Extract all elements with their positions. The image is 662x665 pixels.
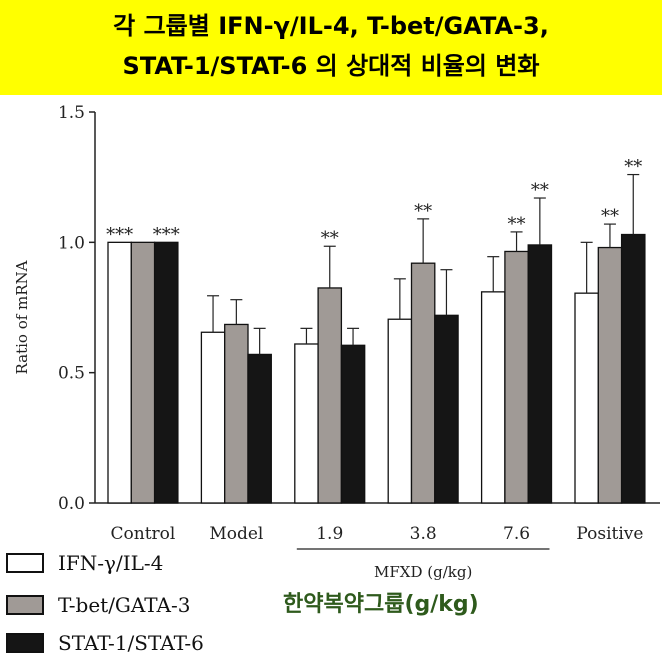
legend-label-tbet-gata3: T-bet/GATA-3 (58, 593, 191, 617)
x-tick-label: Control (111, 524, 176, 544)
y-tick-label: 1.0 (58, 233, 85, 253)
significance-1-5: ** (601, 206, 619, 227)
bar-2-3 (434, 314, 459, 504)
bar-2-2 (340, 344, 366, 504)
bar-0-2 (294, 343, 319, 504)
significance-1-2: ** (321, 228, 339, 249)
x-tick-label: 7.6 (503, 524, 530, 544)
bar-1-0 (130, 241, 156, 504)
bar-2-4 (527, 244, 553, 504)
bar-1-5 (597, 246, 623, 504)
legend-label-stat1-stat6: STAT-1/STAT-6 (58, 631, 204, 655)
herbal-group-label: 한약복약그룹(g/kg) (283, 592, 479, 617)
bar-0-3 (387, 318, 413, 504)
bar-1-3 (410, 262, 436, 504)
x-tick-label: Model (209, 524, 263, 544)
bar-0-4 (480, 291, 506, 504)
title-banner: 각 그룹별 IFN-γ/IL-4, T-bet/GATA-3, STAT-1/S… (0, 0, 662, 95)
legend-swatch-stat1-stat6 (6, 633, 44, 653)
legend-label-ifn-il4: IFN-γ/IL-4 (58, 551, 164, 575)
bar-1-4 (504, 250, 529, 504)
significance-2-4: ** (531, 180, 549, 201)
bar-2-5 (620, 233, 646, 504)
legend-item-ifn-il4: IFN-γ/IL-4 (6, 550, 326, 576)
bar-0-5 (574, 292, 599, 504)
bar-1-1 (224, 323, 249, 504)
bar-1-2 (317, 287, 343, 504)
title-line-2: STAT-1/STAT-6 의 상대적 비율의 변화 (122, 52, 540, 80)
bar-0-0 (107, 241, 132, 504)
title-line-1: 각 그룹별 IFN-γ/IL-4, T-bet/GATA-3, (113, 12, 549, 40)
legend-item-tbet-gata3: T-bet/GATA-3 (6, 592, 326, 618)
x-tick-label: 1.9 (316, 524, 343, 544)
bar-2-1 (247, 353, 272, 504)
significance-0-0: *** (106, 224, 133, 245)
significance-2-0: *** (153, 224, 180, 245)
bar-0-1 (200, 331, 226, 504)
y-tick-label: 0.0 (58, 494, 85, 514)
legend-swatch-ifn-il4 (6, 553, 44, 573)
legend-swatch-tbet-gata3 (6, 595, 44, 615)
y-tick-label: 0.5 (58, 364, 85, 384)
y-tick-label: 1.5 (58, 103, 85, 123)
significance-1-4: ** (508, 214, 526, 235)
significance-1-3: ** (414, 201, 432, 222)
x-tick-label: Positive (576, 524, 643, 544)
y-axis-label: Ratio of mRNA (13, 260, 31, 374)
bar-2-0 (153, 241, 179, 504)
x-tick-label: 3.8 (410, 524, 437, 544)
significance-2-5: ** (624, 157, 642, 178)
legend-item-stat1-stat6: STAT-1/STAT-6 (6, 630, 326, 656)
mfxd-bracket-label: MFXD (g/kg) (374, 563, 472, 581)
